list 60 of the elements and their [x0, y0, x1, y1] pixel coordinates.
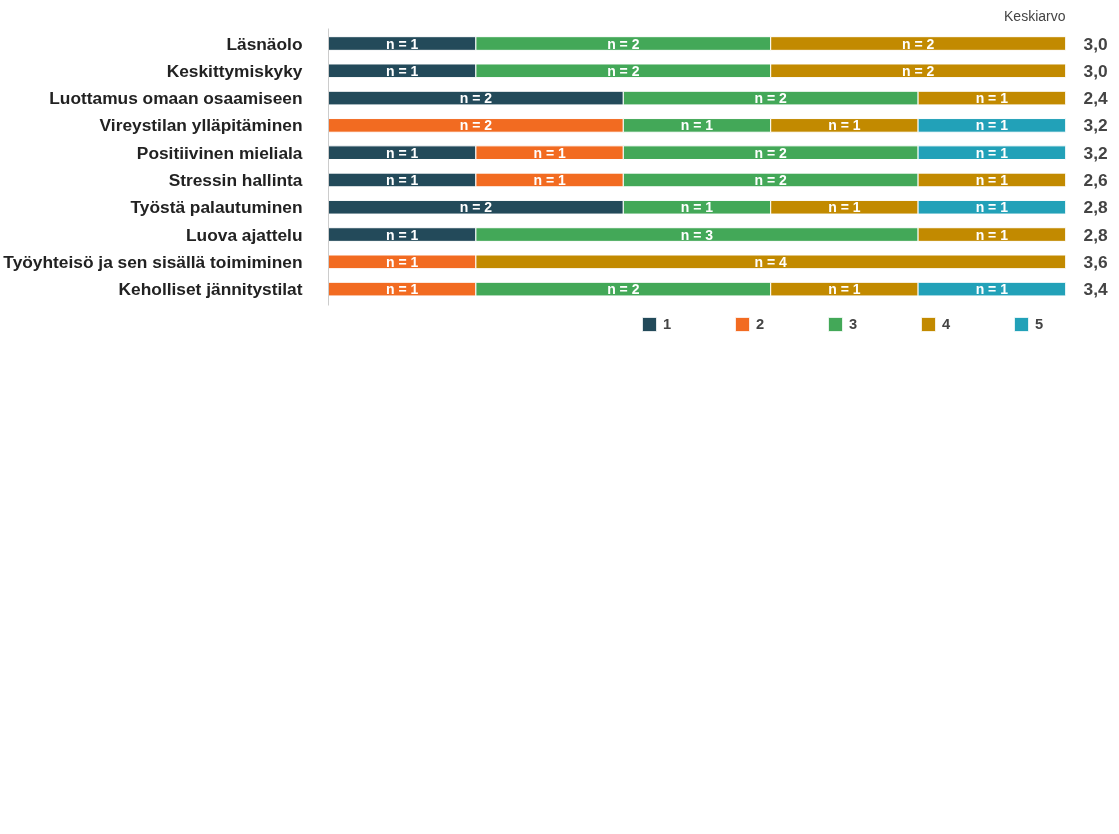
- data-label: n = 3: [680, 226, 714, 243]
- y-tick-label: Luottamus omaan osaamiseen: [49, 88, 303, 109]
- data-label: n = 1: [386, 171, 419, 188]
- legend-label: 4: [942, 316, 952, 332]
- data-label: n = 1: [975, 144, 1009, 161]
- text: 3,2: [1083, 142, 1108, 163]
- legend-label: 5: [1035, 316, 1045, 332]
- data-label: n = 1: [975, 117, 1009, 134]
- text: 2,6: [1083, 169, 1108, 190]
- data-label: n = 4: [754, 253, 788, 270]
- data-label: n = 1: [680, 117, 714, 134]
- data-label: n = 1: [386, 62, 419, 79]
- text: 2,8: [1083, 224, 1108, 245]
- data-label: n = 1: [975, 226, 1009, 243]
- y-tick-label: Keskittymiskyky: [166, 60, 303, 81]
- text: 3,6: [1083, 251, 1108, 272]
- y-tick-label: Keholliset jännitystilat: [118, 279, 303, 300]
- y-tick-label: Luova ajattelu: [185, 224, 303, 245]
- data-label: n = 1: [680, 199, 714, 216]
- data-label: n = 2: [754, 144, 788, 161]
- text: 3,0: [1083, 33, 1108, 54]
- data-label: n = 1: [828, 281, 861, 298]
- text: 2,8: [1083, 197, 1108, 218]
- data-label: n = 1: [828, 199, 861, 216]
- text: Keskiarvo: [1004, 7, 1066, 24]
- data-label: n = 1: [533, 144, 566, 161]
- legend-label: 1: [663, 316, 673, 332]
- text: 2,4: [1083, 88, 1108, 109]
- data-label: n = 1: [533, 171, 566, 188]
- data-label: n = 1: [828, 117, 861, 134]
- data-label: n = 2: [607, 281, 640, 298]
- y-tick-label: Vireystilan ylläpitäminen: [99, 115, 303, 136]
- data-label: n = 1: [975, 90, 1009, 107]
- text: 3,2: [1083, 115, 1108, 136]
- data-label: n = 1: [386, 226, 419, 243]
- y-tick-label: Työyhteisö ja sen sisällä toimiminen: [3, 251, 303, 272]
- y-tick-label: Työstä palautuminen: [130, 197, 303, 218]
- data-label: n = 1: [975, 199, 1009, 216]
- data-label: n = 2: [901, 62, 935, 79]
- y-tick-label: Läsnäolo: [226, 33, 303, 54]
- data-label: n = 1: [386, 144, 419, 161]
- data-label: n = 2: [459, 117, 493, 134]
- data-label: n = 1: [975, 171, 1009, 188]
- data-label: n = 2: [754, 90, 788, 107]
- text: 3,4: [1083, 279, 1108, 300]
- y-tick-label: Stressin hallinta: [168, 169, 303, 190]
- data-label: n = 1: [975, 281, 1009, 298]
- data-label: n = 1: [386, 35, 419, 52]
- data-label: n = 2: [459, 90, 493, 107]
- data-label: n = 2: [459, 199, 493, 216]
- data-label: n = 2: [901, 35, 935, 52]
- data-label: n = 2: [607, 35, 640, 52]
- text: 3,0: [1083, 60, 1108, 81]
- y-tick-label: Positiivinen mieliala: [136, 142, 303, 163]
- legend-label: 3: [849, 316, 859, 332]
- data-label: n = 1: [386, 253, 419, 270]
- data-label: n = 1: [386, 281, 419, 298]
- data-label: n = 2: [607, 62, 640, 79]
- data-label: n = 2: [754, 171, 788, 188]
- legend-label: 2: [756, 316, 766, 332]
